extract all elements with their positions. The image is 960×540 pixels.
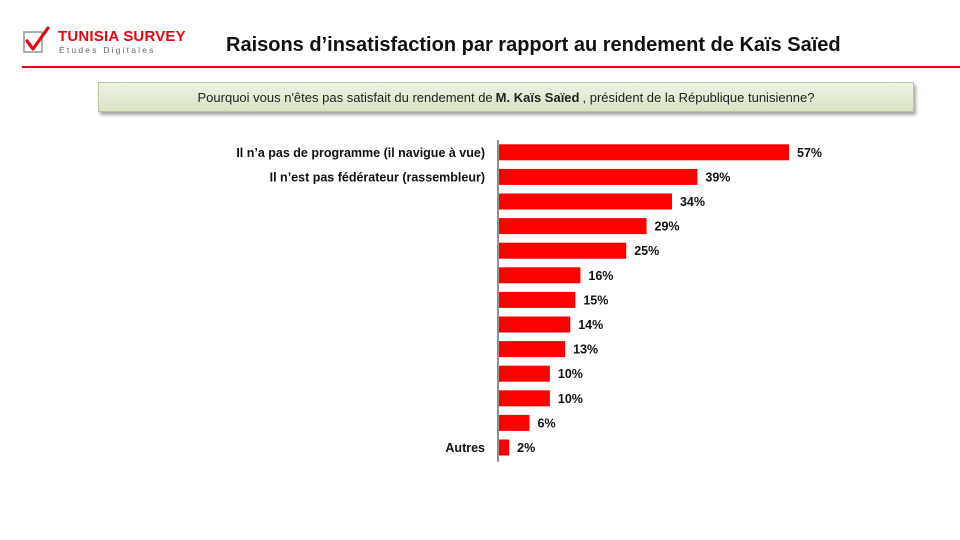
bar <box>499 414 530 431</box>
category-label: Autres <box>445 441 485 455</box>
question-text-bold: M. Kaïs Saïed <box>495 89 580 105</box>
category-label: Il n’est pas fédérateur (rassembleur) <box>270 170 485 184</box>
bar <box>499 390 550 407</box>
brand-tagline: Études Digitales <box>59 45 156 55</box>
value-label: 16% <box>588 269 613 283</box>
bar <box>499 168 698 185</box>
bar <box>499 267 581 284</box>
value-label: 2% <box>517 441 535 455</box>
value-label: 25% <box>634 244 659 258</box>
checkmark-logo-icon <box>23 26 50 53</box>
brand-logo: TUNISIA SURVEY Études Digitales <box>22 26 192 62</box>
question-text-before: Pourquoi vous n'êtes pas satisfait du re… <box>197 89 493 105</box>
bar <box>499 341 566 358</box>
value-label: 10% <box>558 367 583 381</box>
value-label: 57% <box>797 146 822 160</box>
bar <box>499 144 789 161</box>
value-label: 34% <box>680 195 705 209</box>
value-label: 39% <box>705 170 730 184</box>
value-label: 15% <box>583 293 608 307</box>
value-label: 6% <box>538 416 556 430</box>
brand-name: TUNISIA SURVEY <box>58 28 186 45</box>
question-text-after: , président de la République tunisienne? <box>582 89 815 105</box>
survey-question: Pourquoi vous n'êtes pas satisfait du re… <box>98 82 914 112</box>
value-label: 14% <box>578 318 603 332</box>
page-title: Raisons d’insatisfaction par rapport au … <box>226 34 841 56</box>
bar <box>499 365 550 382</box>
bar <box>499 218 647 235</box>
value-label: 29% <box>655 220 680 234</box>
bar <box>499 193 672 210</box>
category-label: Il n’a pas de programme (il navigue à vu… <box>236 146 485 160</box>
bar <box>499 291 576 308</box>
value-label: 10% <box>558 392 583 406</box>
bar <box>499 439 510 456</box>
title-divider <box>22 66 960 68</box>
value-label: 13% <box>573 343 598 357</box>
bar <box>499 242 627 259</box>
bar <box>499 316 571 333</box>
